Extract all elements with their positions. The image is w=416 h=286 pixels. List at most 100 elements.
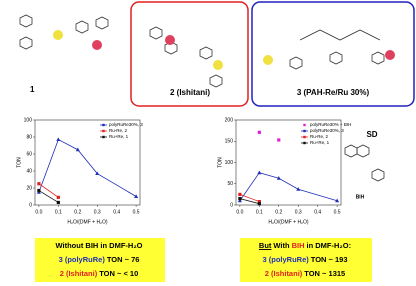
side-title: SD (366, 130, 377, 139)
series-line (239, 198, 260, 205)
note-text: 2 (Ishitani) (59, 269, 98, 278)
note-text: TON ~ < 10 (99, 269, 139, 278)
marker (95, 171, 100, 176)
y-tick-label: 20 (26, 185, 32, 191)
note-text: BIH (291, 241, 305, 250)
marker (257, 200, 261, 204)
y-tick-label: 100 (24, 117, 33, 123)
x-tick-label: 0.1 (55, 209, 62, 215)
note-text: TON ~ 193 (310, 255, 348, 264)
note-line: 3 (polyRuRe) TON ~ 193 (240, 253, 372, 267)
x-tick-label: 0.3 (295, 209, 302, 215)
x-tick-label: 0.0 (236, 209, 243, 215)
marker (56, 137, 61, 142)
legend-label: polyRuRe30% + BIH (310, 122, 351, 127)
legend-marker (102, 129, 105, 133)
marker (257, 130, 261, 134)
x-tick-label: 0.2 (74, 209, 81, 215)
note-text: TON ~ 1315 (304, 269, 346, 278)
series-line (38, 183, 59, 198)
metal-center (92, 40, 102, 50)
marker (335, 198, 340, 203)
marker (56, 200, 60, 205)
x-tick-label: 0.5 (133, 209, 140, 215)
note-line: 2 (Ishitani) TON ~ 1315 (240, 267, 372, 281)
legend-label: polyRuRe30%, 3 (109, 122, 143, 127)
y-tick-label: 40 (26, 168, 32, 174)
legend-label: Ru+Re, 1 (310, 140, 330, 145)
metal-center (213, 60, 223, 70)
note-line: But With BIH in DMF-H₂O: (240, 239, 372, 253)
note-text: Without BIH in DMF-H₂O (55, 241, 143, 250)
note-box: Without BIH in DMF-H₂O 3 (polyRuRe) TON ~… (35, 238, 165, 282)
y-axis-label: TON (16, 157, 22, 168)
y-tick-label: 60 (26, 151, 32, 157)
plot-frame (34, 119, 141, 206)
note-text: 2 (Ishitani) (264, 269, 303, 278)
marker (296, 187, 301, 191)
marker (75, 147, 80, 152)
marker (238, 192, 242, 196)
metal-center (385, 50, 395, 60)
structure-label: 1 (30, 85, 35, 94)
note-text: But (258, 241, 272, 250)
series-line (239, 172, 338, 202)
structure-label: 3 (PAH-Re/Ru 30%) (297, 88, 370, 97)
marker (37, 188, 41, 193)
legend-label: polyRuRe30%, 3 (310, 128, 344, 133)
marker (257, 202, 261, 206)
series-line (239, 194, 260, 202)
x-tick-label: 0.1 (256, 209, 263, 215)
marker (37, 182, 41, 186)
y-tick-label: 0 (230, 202, 233, 208)
y-tick-label: 150 (225, 139, 234, 145)
legend-marker (303, 135, 306, 139)
marker (56, 195, 60, 199)
marker (237, 198, 242, 203)
y-tick-label: 50 (227, 181, 233, 187)
metal-center (263, 55, 273, 65)
marker (134, 194, 139, 198)
note-box: But With BIH in DMF-H₂O: 3 (polyRuRe) TON ~ … (240, 238, 372, 282)
side-label: BIH (356, 194, 365, 200)
structure-label: 2 (Ishitani) (170, 88, 210, 97)
legend-label: Ru+Re, 1 (109, 134, 129, 139)
molecule-drawings (19, 14, 385, 182)
note-text: 3 (polyRuRe) (262, 255, 309, 264)
marker (257, 170, 262, 175)
marker (238, 197, 242, 201)
legend-marker (102, 123, 105, 127)
structure-box (251, 1, 415, 107)
x-axis-label: H₂O/(DMF + H₂O) (67, 219, 107, 225)
legend-marker (102, 135, 105, 139)
legend-marker (303, 129, 306, 133)
note-text: 3 (polyRuRe) (58, 255, 105, 264)
note-text: TON ~ 76 (106, 255, 140, 264)
metal-center (165, 35, 175, 45)
x-tick-label: 0.4 (113, 209, 120, 215)
x-axis-label: H₂O/(DMF + H₂O) (268, 219, 308, 225)
y-tick-label: 0 (29, 202, 32, 208)
note-line: 2 (Ishitani) TON ~ < 10 (35, 267, 165, 281)
metal-center (53, 30, 63, 40)
legend-marker (303, 141, 306, 145)
x-tick-label: 0.5 (334, 209, 341, 215)
series-line (38, 190, 59, 203)
y-tick-label: 80 (26, 134, 32, 140)
note-text: in DMF-H₂O: (306, 241, 352, 250)
note-text: With (273, 241, 290, 250)
x-tick-label: 0.3 (94, 209, 101, 215)
note-line: 3 (polyRuRe) TON ~ 76 (35, 253, 165, 267)
marker (276, 176, 281, 180)
x-tick-label: 0.4 (314, 209, 321, 215)
marker (277, 138, 281, 142)
structure-box (130, 1, 249, 107)
legend-label: Ru-Re, 2 (310, 134, 329, 139)
y-tick-label: 200 (225, 117, 234, 123)
legend-label: Ru-Re, 2 (109, 128, 128, 133)
y-axis-label: TON (217, 157, 223, 168)
x-tick-label: 0.0 (35, 209, 42, 215)
series-line (38, 138, 137, 197)
